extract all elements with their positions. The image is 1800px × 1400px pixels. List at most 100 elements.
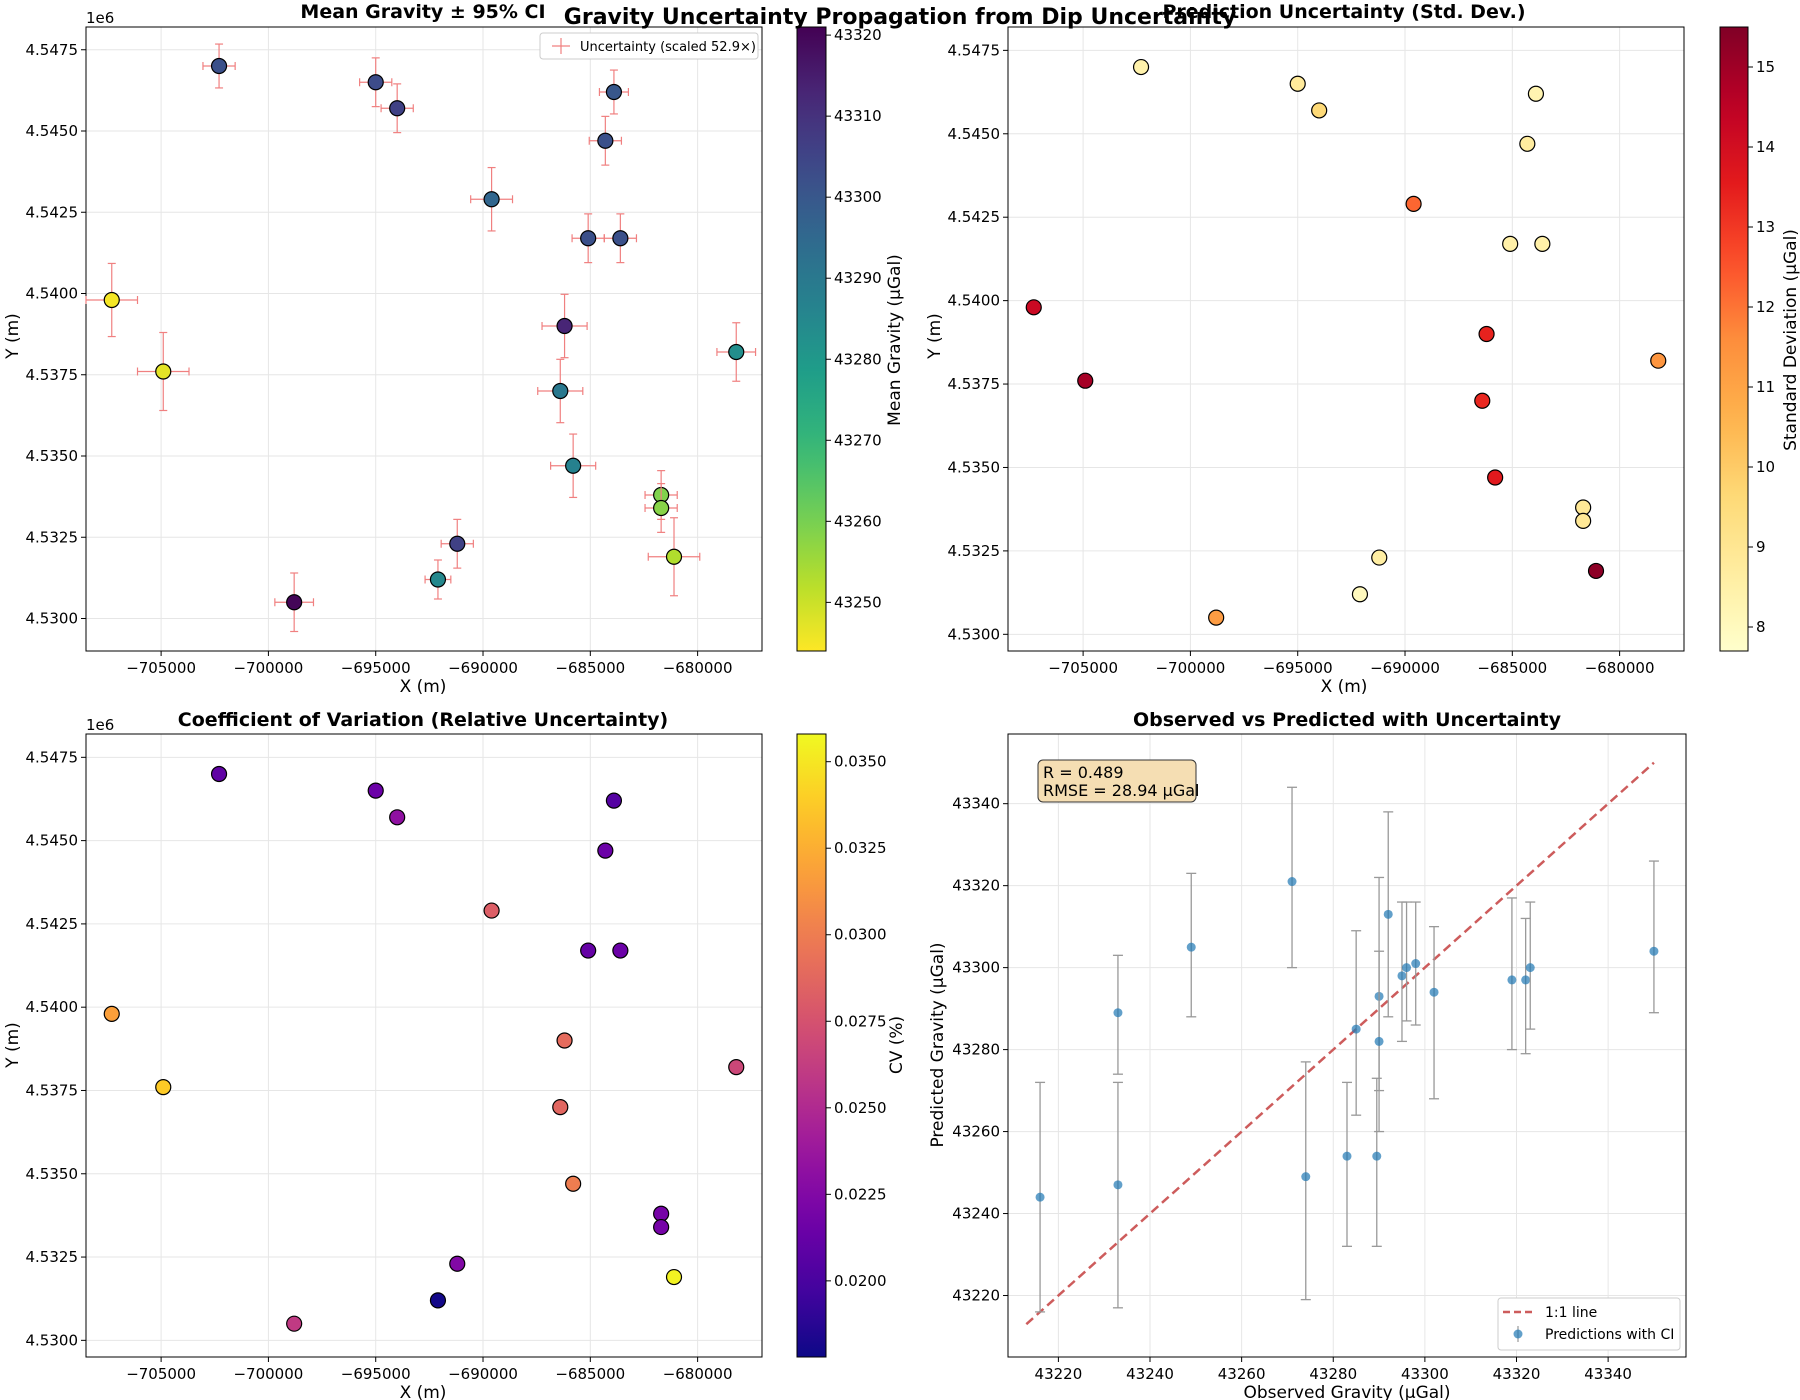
y-tick-label-obs-pred: 43340 [952,795,1000,813]
station-point-mean [552,382,569,400]
prediction-point [1113,1008,1123,1018]
panel-std-dev: −705000 −700000 −695000 −690000 −685000 −6800… [925,1,1800,697]
station-point-cv [665,1268,683,1286]
colorbar-tick-label-cv: 0.0250 [834,1099,887,1117]
y-tick-label-mean: 4.5375 [26,366,79,384]
prediction-point [1372,1151,1382,1161]
station-point-cv [653,1218,670,1236]
colorbar-tick-label-mean: 43310 [834,107,882,125]
station-point-cv [556,1032,573,1049]
station-point-cv [429,1292,447,1309]
x-tick-label-cv: −685000 [555,1365,625,1383]
y-tick-label-obs-pred: 43260 [952,1123,1000,1141]
prediction-point [1429,987,1439,997]
plot-area-obs-pred: 43220 43240 43260 43280 43300 43320 43340 43220… [952,733,1687,1383]
x-tick-label-cv: −705000 [126,1365,196,1383]
y-tick-label-obs-pred: 43300 [952,959,1000,977]
x-tick-label-mean: −685000 [555,659,625,677]
stats-annotation: R = 0.489 RMSE = 28.94 μGal [1037,759,1199,803]
station-point-mean [665,548,683,565]
station-point-mean [728,343,745,361]
station-point-cv [728,1059,745,1076]
legend-prediction-label: Predictions with CI [1545,1327,1674,1343]
station-point-mean [580,230,597,247]
panel-cv: −705000 −700000 −695000 −690000 −685000 −6800… [3,709,907,1400]
station-point-cv [210,765,228,783]
station-point-std [1534,235,1551,252]
colorbar-tick-label-mean: 43290 [834,269,882,287]
y-tick-label-obs-pred: 43280 [952,1041,1000,1059]
colorbar-tick-label-std: 11 [1756,378,1775,396]
colorbar-tick-label-mean: 43250 [834,593,882,611]
x-tick-label-obs-pred: 43340 [1584,1365,1632,1383]
station-point-cv [612,942,629,959]
y-tick-label-std: 4.5375 [948,375,1001,393]
colorbar-tick-label-cv: 0.0350 [834,753,887,771]
x-tick-label-mean: −705000 [126,659,196,677]
y-tick-label-cv: 4.5400 [26,998,79,1016]
colorbar-cv [796,733,827,1358]
x-tick-label-obs-pred: 43280 [1309,1365,1357,1383]
legend-box-mean [539,32,759,60]
colorbar-tick-label-cv: 0.0325 [834,839,887,857]
legend-mean: Uncertainty (scaled 52.9×) [539,32,759,60]
y-tick-label-std: 4.5400 [948,292,1001,310]
y-tick-label-cv: 4.5450 [26,832,79,850]
prediction-point [1287,877,1297,887]
station-point-cv [389,809,406,826]
y-tick-label-mean: 4.5425 [26,203,79,221]
plot-area-mean: −705000 −700000 −695000 −690000 −685000 −6800… [26,26,882,677]
colorbar-tick-label-mean: 43260 [834,512,882,530]
y-tick-label-obs-pred: 43220 [952,1287,1000,1305]
x-tick-label-mean: −680000 [663,659,733,677]
station-point-cv [367,782,384,799]
colorbar-tick-label-mean: 43280 [834,350,882,368]
one-to-one-line [1025,761,1655,1326]
prediction-point [1397,971,1407,981]
prediction-point [1383,909,1393,919]
x-tick-label-cv: −695000 [341,1365,411,1383]
station-point-mean [286,594,303,611]
station-point-mean [429,571,447,588]
colorbar-tick-label-cv: 0.0200 [834,1272,887,1290]
figure-suptitle: Gravity Uncertainty Propagation from Dip… [564,5,1236,30]
prediction-point [1035,1192,1045,1202]
station-point-mean [155,363,172,380]
x-tick-label-mean: −700000 [233,659,303,677]
y-tick-label-std: 4.5475 [948,41,1001,59]
plot-area-std: −705000 −700000 −695000 −690000 −685000 −6800… [948,26,1775,677]
station-point-mean [612,230,629,247]
colorbar-tick-label-cv: 0.0275 [834,1012,887,1030]
prediction-point [1186,942,1196,952]
panel-mean-gravity: −705000 −700000 −695000 −690000 −685000 −6800… [3,1,905,697]
colorbar-tick-label-std: 12 [1756,298,1775,316]
prediction-point [1342,1151,1352,1161]
x-tick-label-cv: −700000 [233,1365,303,1383]
station-point-std [1025,299,1042,316]
colorbar-label-cv: CV (%) [887,1016,907,1074]
y-tick-label-cv: 4.5325 [26,1248,79,1266]
colorbar-label-std: Standard Deviation (μGal) [1781,229,1800,451]
y-tick-label-mean: 4.5400 [26,285,79,303]
x-tick-label-cv: −680000 [663,1365,733,1383]
station-point-mean [210,57,228,75]
station-point-mean [597,132,614,149]
colorbar-tick-label-mean: 43300 [834,188,882,206]
plot-frame-cv [85,733,763,1358]
x-axis-label-mean: X (m) [400,677,447,697]
y-axis-label-obs-pred: Predicted Gravity (μGal) [928,942,948,1147]
prediction-point [1521,975,1531,985]
legend-box-obs-pred [1497,1297,1681,1351]
legend-obs-pred: 1:1 line Predictions with CI [1497,1297,1681,1351]
x-tick-label-cv: −690000 [448,1365,518,1383]
station-point-mean [483,191,500,208]
station-point-cv [155,1079,172,1096]
x-axis-label-cv: X (m) [400,1383,447,1400]
station-point-cv [483,902,500,919]
prediction-point [1301,1172,1311,1182]
y-axis-label-cv: Y (m) [3,1022,23,1069]
plot-frame-std [1007,26,1685,652]
station-point-std [1487,469,1504,486]
x-tick-label-mean: −690000 [448,659,518,677]
y-tick-label-cv: 4.5475 [26,748,79,766]
